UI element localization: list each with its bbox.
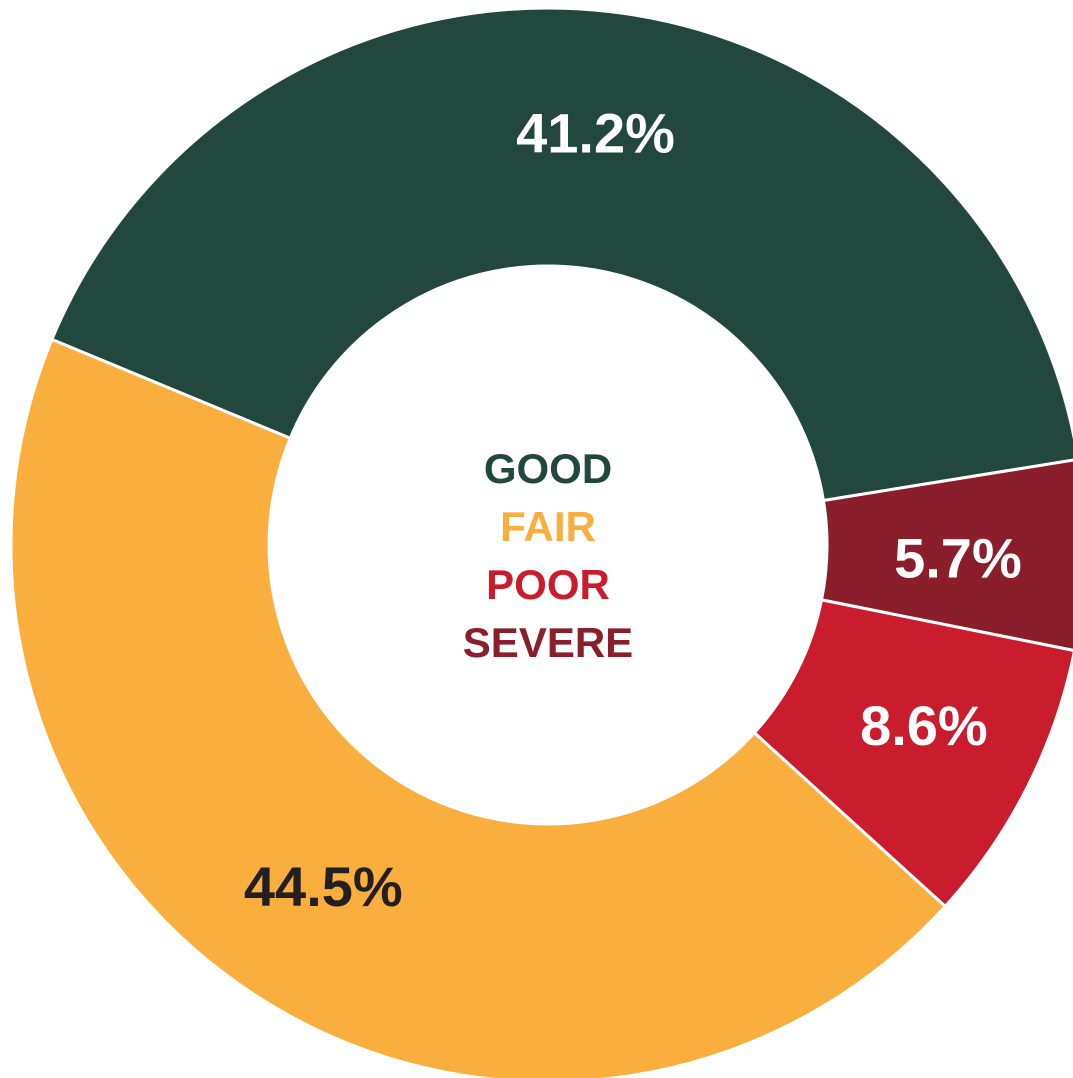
slice-severe bbox=[819, 458, 1073, 652]
percent-label-poor: 8.6% bbox=[860, 694, 988, 757]
donut-slices bbox=[9, 6, 1073, 1078]
percent-label-good: 41.2% bbox=[516, 102, 675, 165]
percent-labels: 41.2% 5.7% 8.6% 44.5% bbox=[244, 102, 1022, 918]
legend-item-severe: SEVERE bbox=[463, 619, 633, 666]
slice-fair bbox=[9, 337, 948, 1078]
legend-item-good: GOOD bbox=[484, 445, 612, 492]
center-legend: GOOD FAIR POOR SEVERE bbox=[463, 445, 633, 666]
percent-label-severe: 5.7% bbox=[894, 527, 1022, 590]
legend-item-poor: POOR bbox=[486, 561, 610, 608]
percent-label-fair: 44.5% bbox=[244, 855, 403, 918]
slice-poor bbox=[752, 598, 1073, 909]
slice-good bbox=[49, 6, 1073, 503]
legend-item-fair: FAIR bbox=[500, 503, 596, 550]
